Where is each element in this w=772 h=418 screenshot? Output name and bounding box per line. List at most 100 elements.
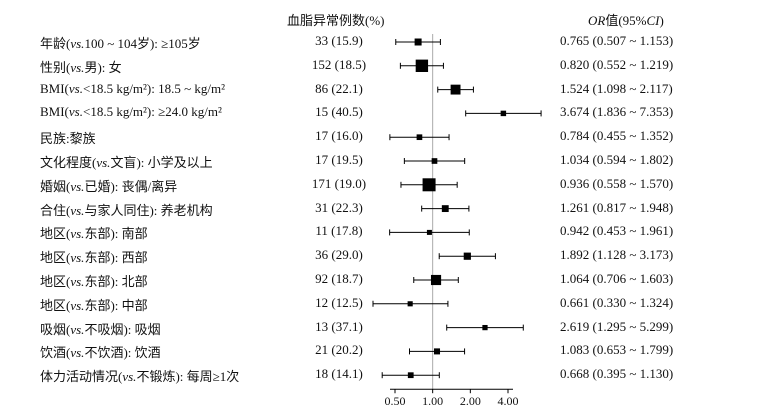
- row-label: 年龄(vs.100 ~ 104岁): ≥105岁: [40, 33, 201, 52]
- row-label: 地区(vs.东部): 西部: [40, 247, 148, 266]
- row-label-prefix: 地区(: [40, 274, 71, 289]
- row-count: 152 (18.5): [311, 56, 367, 72]
- row-or-ci: 1.524 (1.098 ~ 2.117): [560, 80, 673, 96]
- row-label: 地区(vs.东部): 中部: [40, 295, 148, 314]
- row-label: BMI(vs.<18.5 kg/m²): ≥24.0 kg/m²: [40, 104, 222, 120]
- row-or-ci: 2.619 (1.295 ~ 5.299): [560, 318, 674, 334]
- or-point-marker: [416, 134, 423, 141]
- row-or-ci: 0.942 (0.453 ~ 1.961): [560, 223, 674, 239]
- row-label-prefix: 婚姻(: [40, 178, 71, 194]
- row-label-prefix: 民族:黎族: [40, 131, 96, 147]
- row-label-suffix: 已婚): 丧偶/离异: [84, 178, 178, 194]
- or-point-marker: [430, 274, 442, 286]
- x-axis-tick-label: 1.00: [422, 394, 443, 408]
- row-count: 18 (14.1): [315, 366, 363, 382]
- row-label-suffix: <18.5 kg/m²): ≥24.0 kg/m²: [82, 104, 222, 120]
- x-axis-tick-label: 2.00: [460, 394, 481, 408]
- row-count: 92 (18.7): [315, 271, 363, 286]
- row-label-suffix: 不吸烟): 吸烟: [84, 321, 161, 337]
- row-count: 11 (17.8): [315, 223, 363, 239]
- row-label: 婚姻(vs.已婚): 丧偶/离异: [40, 176, 177, 195]
- row-or-ci: 1.034 (0.594 ~ 1.802): [560, 152, 674, 167]
- or-header-italic: OR: [588, 13, 606, 28]
- row-count: 17 (16.0): [315, 128, 363, 144]
- row-label: 体力活动情况(vs.不锻炼): 每周≥1次: [40, 366, 239, 385]
- row-count: 171 (19.0): [311, 175, 367, 191]
- row-or-ci: 1.892 (1.128 ~ 3.173): [560, 247, 674, 263]
- row-label-vs: vs.: [70, 297, 85, 313]
- row-label: 民族:黎族: [40, 128, 96, 147]
- row-label-prefix: 地区(: [40, 226, 71, 242]
- row-label-prefix: 地区(: [40, 297, 71, 313]
- or-point-marker: [414, 38, 422, 46]
- row-or-ci: 1.261 (0.817 ~ 1.948): [560, 199, 674, 215]
- row-or-ci: 0.668 (0.395 ~ 1.130): [560, 366, 674, 382]
- or-point-marker: [463, 252, 471, 260]
- row-label-prefix: 合住(: [40, 202, 71, 218]
- row-label-vs: vs.: [70, 226, 85, 242]
- row-count: 86 (22.1): [315, 80, 363, 96]
- row-count: 31 (22.3): [315, 199, 363, 215]
- row-label-prefix: 饮酒(: [40, 345, 71, 361]
- row-label-vs: vs.: [68, 104, 83, 120]
- row-label-vs: vs.: [70, 36, 85, 51]
- row-label: 性别(vs.男): 女: [40, 57, 122, 76]
- or-point-marker: [441, 205, 449, 213]
- or-header-close: ): [659, 13, 664, 28]
- row-label-vs: vs.: [70, 202, 85, 218]
- row-count: 21 (20.2): [315, 342, 363, 358]
- row-label-suffix: 东部): 西部: [84, 250, 148, 266]
- row-label: 地区(vs.东部): 北部: [40, 271, 148, 290]
- row-label-prefix: 文化程度(: [40, 155, 97, 170]
- row-label-vs: vs.: [122, 369, 137, 385]
- row-label-prefix: 吸烟(: [40, 321, 71, 337]
- row-label-suffix: 文盲): 小学及以上: [110, 155, 213, 170]
- or-column-header: OR值(95%CI): [588, 10, 664, 29]
- row-label: 吸烟(vs.不吸烟): 吸烟: [40, 319, 161, 338]
- or-point-marker: [415, 59, 429, 72]
- row-label-suffix: <18.5 kg/m²): 18.5 ~ kg/m²: [82, 80, 226, 96]
- row-label-vs: vs.: [96, 155, 111, 170]
- row-label-prefix: BMI(: [40, 104, 69, 120]
- row-count: 17 (19.5): [315, 152, 363, 167]
- or-point-marker: [433, 348, 441, 355]
- row-label-suffix: 与家人同住): 养老机构: [84, 202, 213, 218]
- row-label: 饮酒(vs.不饮酒): 饮酒: [40, 342, 161, 361]
- row-label-suffix: 东部): 北部: [84, 274, 148, 289]
- row-label: 文化程度(vs.文盲): 小学及以上: [40, 152, 213, 171]
- row-count: 13 (37.1): [315, 318, 363, 334]
- row-label-suffix: 男): 女: [84, 59, 122, 75]
- or-point-marker: [422, 178, 436, 192]
- row-or-ci: 1.083 (0.653 ~ 1.799): [560, 342, 674, 358]
- row-label-vs: vs.: [70, 321, 85, 337]
- or-point-marker: [431, 158, 438, 164]
- or-point-marker: [407, 372, 414, 379]
- row-label-vs: vs.: [70, 250, 85, 266]
- row-label-prefix: BMI(: [40, 80, 69, 96]
- row-label-suffix: 100 ~ 104岁): ≥105岁: [84, 36, 201, 51]
- row-count: 15 (40.5): [315, 104, 363, 120]
- row-label: BMI(vs.<18.5 kg/m²): 18.5 ~ kg/m²: [40, 81, 225, 97]
- ci-header-italic: CI: [646, 13, 660, 28]
- or-point-marker: [426, 229, 432, 235]
- row-label-vs: vs.: [70, 178, 85, 194]
- row-or-ci: 3.674 (1.836 ~ 7.353): [560, 104, 674, 120]
- row-label-suffix: 东部): 南部: [84, 226, 148, 242]
- count-column-header: 血脂异常例数(%): [287, 13, 385, 28]
- row-or-ci: 0.936 (0.558 ~ 1.570): [560, 175, 674, 191]
- row-label-prefix: 地区(: [40, 250, 71, 266]
- or-point-marker: [450, 84, 461, 95]
- x-axis-tick-label: 0.50: [385, 394, 406, 408]
- row-label-prefix: 体力活动情况(: [40, 369, 123, 385]
- row-label-vs: vs.: [70, 274, 85, 289]
- row-label-vs: vs.: [68, 80, 83, 96]
- x-axis-tick-label: 4.00: [498, 394, 519, 408]
- row-count: 33 (15.9): [315, 33, 363, 48]
- row-or-ci: 0.784 (0.455 ~ 1.352): [560, 128, 674, 144]
- or-point-marker: [407, 301, 413, 307]
- row-label: 地区(vs.东部): 南部: [40, 223, 148, 242]
- row-count: 36 (29.0): [315, 247, 363, 263]
- or-header-text: 值(95%: [605, 13, 647, 28]
